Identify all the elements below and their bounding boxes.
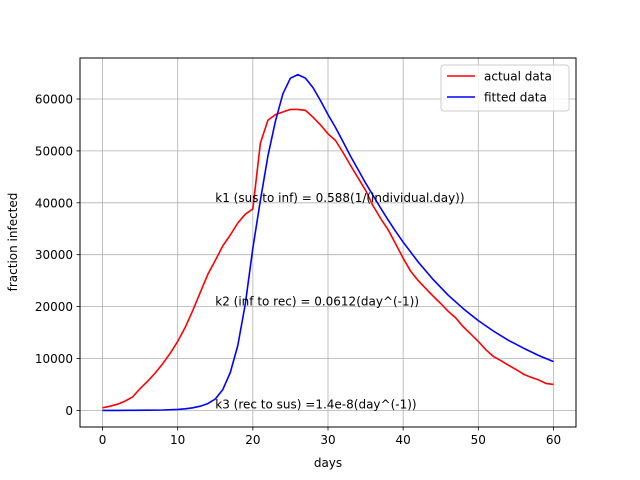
annotation-text: k2 (inf to rec) = 0.0612(day^(-1))	[215, 295, 419, 309]
y-axis-ticks: 0 10000 20000 30000 40000 50000 60000	[35, 93, 80, 418]
annotation-text: k3 (rec to sus) =1.4e-8(day^(-1))	[215, 397, 416, 411]
series-layer	[102, 73, 554, 412]
y-tick-label: 10000	[35, 352, 73, 366]
x-tick-label: 40	[396, 433, 411, 447]
annotation-layer: k1 (sus to inf) = 0.588(1/(individual.da…	[215, 191, 464, 412]
y-tick-label: 20000	[35, 300, 73, 314]
x-tick-label: 0	[99, 433, 107, 447]
y-tick-label: 40000	[35, 196, 73, 210]
y-tick-label: 30000	[35, 248, 73, 262]
y-axis-label: fraction infected	[6, 193, 20, 292]
x-tick-label: 30	[320, 433, 335, 447]
x-tick-label: 50	[471, 433, 486, 447]
y-tick-label: 50000	[35, 144, 73, 158]
x-tick-label: 60	[546, 433, 561, 447]
legend: actual data fitted data	[440, 64, 570, 112]
series-line-fitted-data	[102, 73, 554, 412]
y-tick-label: 0	[65, 404, 73, 418]
grid-lines	[80, 58, 576, 427]
x-tick-label: 20	[245, 433, 260, 447]
x-tick-label: 10	[170, 433, 185, 447]
legend-label: actual data	[484, 70, 552, 84]
annotation-text: k1 (sus to inf) = 0.588(1/(individual.da…	[215, 191, 464, 205]
legend-label: fitted data	[484, 91, 547, 105]
x-axis-label: days	[314, 456, 342, 470]
series-line-actual-data	[102, 108, 554, 409]
y-tick-label: 60000	[35, 93, 73, 107]
x-axis-ticks: 0 10 20 30 40 50 60	[99, 427, 561, 447]
